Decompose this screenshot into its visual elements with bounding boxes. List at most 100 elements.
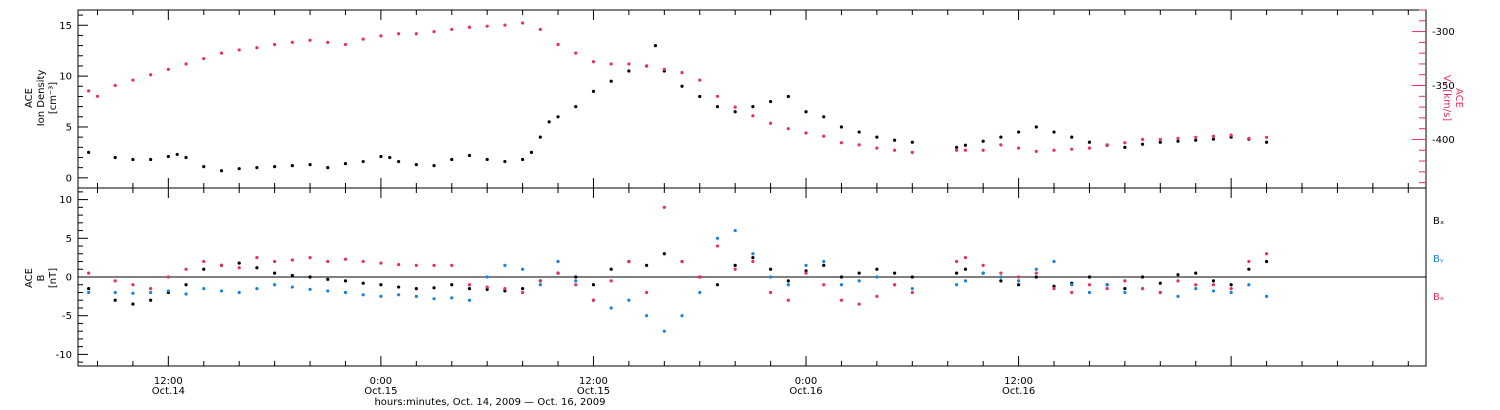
point-bz [1087,283,1092,287]
point-ion-density [1158,140,1162,144]
point-vx [892,148,897,152]
time-tick-label-1: 0:00 [370,376,392,387]
point-bx [1052,284,1056,288]
point-ion-density [308,163,312,167]
point-ion-density [1016,130,1021,134]
point-by [414,294,418,298]
point-bx [149,298,153,302]
point-ion-density [892,138,897,142]
date-tick-label-1: Oct.15 [364,386,397,397]
point-bx [503,289,507,293]
right-y-tick-label: -350 [1432,81,1455,92]
point-ion-density [839,125,844,129]
point-by [219,289,224,293]
point-ion-density [804,110,808,114]
point-ion-density [1176,139,1180,143]
point-vx [1052,148,1056,152]
point-vx [1034,149,1038,153]
point-bz [1070,290,1074,295]
point-by [1264,294,1269,298]
point-bx [999,279,1003,283]
point-bx [839,275,844,279]
point-bz [1052,287,1056,291]
point-vx [1016,146,1021,150]
point-bz [166,275,170,279]
point-bx [804,269,808,273]
point-by [290,285,294,289]
point-by [910,287,914,291]
point-by [1105,283,1109,287]
point-bz [1140,287,1145,291]
point-ion-density [1034,125,1038,129]
point-bx [751,256,755,260]
point-by [485,275,489,279]
point-bx [1264,259,1269,264]
point-by [1016,279,1021,283]
point-by [1194,287,1198,291]
top-right-axis-label-line2: Vₓ [km/s] [1441,75,1452,121]
point-bz [627,259,631,264]
point-bz [822,283,826,287]
point-vx [574,51,578,55]
point-bx [379,283,383,287]
point-ion-density [910,140,914,144]
b-y-tick-label: -5 [62,311,72,322]
point-ion-density [1194,138,1198,142]
point-bx [1211,279,1216,283]
point-bz [892,283,897,287]
point-by [999,275,1003,279]
point-ion-density [379,154,383,159]
point-by [450,296,454,300]
point-ion-density [113,155,117,160]
point-bx [1194,271,1198,275]
bottom-axis-label-line1: ACE [24,268,35,288]
point-ion-density [547,120,551,124]
point-vx [326,40,330,44]
point-by [273,283,277,287]
point-vx [184,62,188,66]
point-bx [432,286,436,290]
point-ion-density [184,155,188,160]
point-bx [645,263,649,267]
point-ion-density [131,157,135,162]
point-ion-density [414,163,418,167]
point-bz [432,263,436,267]
point-bx [326,277,330,281]
point-bx [485,287,489,291]
point-bz [343,257,348,261]
point-by [166,289,170,293]
point-bz [857,302,861,306]
point-by [733,228,737,233]
point-bx [954,271,959,275]
point-vx [875,146,879,150]
point-bz [308,256,312,260]
point-bz [485,285,489,289]
point-by [361,293,365,297]
point-vx [1194,135,1198,139]
point-vx [538,27,542,32]
point-bz [804,271,808,275]
point-bz [999,271,1003,275]
point-bx [875,267,879,271]
time-tick-label-0: 12:00 [154,376,183,387]
point-bz [1158,290,1162,295]
point-vx [131,78,135,82]
point-bx [857,271,861,275]
point-vx [237,48,241,52]
point-bz [645,290,649,295]
point-vx [627,62,631,66]
point-ion-density [857,130,861,134]
point-ion-density [981,139,985,143]
point-by [662,329,666,333]
point-by [680,314,684,318]
point-bx [450,283,454,287]
point-by [255,287,259,291]
point-ion-density [432,164,436,168]
point-bx [662,252,666,256]
legend-bx: Bₓ [1433,216,1444,227]
density-velocity-panel: 0 5 10 15 -400 -350 -300 ACE Ion Density [cm⁻³… [24,9,1464,189]
point-bz [963,256,968,260]
point-ion-density [1264,140,1269,144]
legend-bz: Bₔ [1433,292,1444,303]
point-ion-density [680,84,684,88]
